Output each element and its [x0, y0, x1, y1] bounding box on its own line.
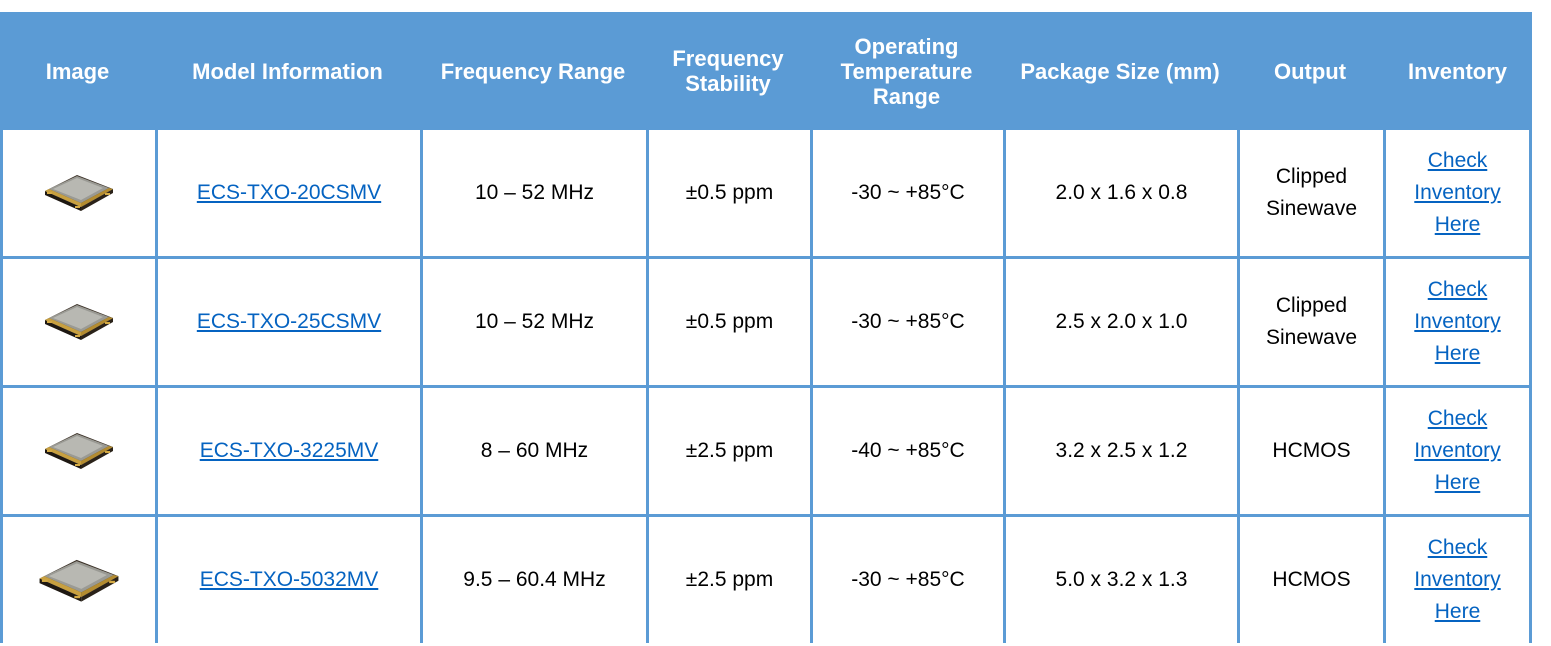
output-value: HCMOS: [1272, 568, 1351, 591]
crystal-oscillator-chip-icon: [31, 546, 127, 604]
output-cell: Clipped Sinewave: [1237, 259, 1383, 388]
model-link[interactable]: ECS-TXO-20CSMV: [196, 181, 382, 204]
header-operating-temperature-range: Operating Temperature Range: [810, 12, 1003, 130]
temperature-range-cell: -30 ~ +85°C: [810, 259, 1003, 388]
product-table: Image Model Information Frequency Range …: [0, 12, 1532, 643]
frequency-stability-cell: ±0.5 ppm: [646, 130, 810, 259]
frequency-range-cell: 10 – 52 MHz: [420, 259, 646, 388]
model-cell: ECS-TXO-5032MV: [155, 517, 420, 643]
model-link[interactable]: ECS-TXO-3225MV: [199, 439, 379, 462]
check-inventory-link[interactable]: Check Inventory Here: [1414, 278, 1501, 365]
output-value: Clipped Sinewave: [1265, 294, 1358, 349]
check-inventory-link[interactable]: Check Inventory Here: [1414, 536, 1501, 623]
output-value: Clipped Sinewave: [1265, 165, 1358, 220]
table-header-row: Image Model Information Frequency Range …: [0, 12, 1532, 130]
crystal-oscillator-chip-icon: [39, 421, 119, 471]
header-output: Output: [1237, 12, 1383, 130]
inventory-cell: Check Inventory Here: [1383, 517, 1532, 643]
model-link[interactable]: ECS-TXO-25CSMV: [196, 310, 382, 333]
frequency-range-cell: 8 – 60 MHz: [420, 388, 646, 517]
frequency-stability-cell: ±0.5 ppm: [646, 259, 810, 388]
header-image: Image: [0, 12, 155, 130]
inventory-cell: Check Inventory Here: [1383, 259, 1532, 388]
table-row: ECS-TXO-20CSMV 10 – 52 MHz ±0.5 ppm -30 …: [0, 130, 1532, 259]
package-size-cell: 3.2 x 2.5 x 1.2: [1003, 388, 1237, 517]
header-frequency-range: Frequency Range: [420, 12, 646, 130]
table-row: ECS-TXO-5032MV 9.5 – 60.4 MHz ±2.5 ppm -…: [0, 517, 1532, 643]
image-cell: [0, 388, 155, 517]
model-link[interactable]: ECS-TXO-5032MV: [199, 568, 379, 591]
header-inventory: Inventory: [1383, 12, 1532, 130]
output-value: HCMOS: [1272, 439, 1351, 462]
output-cell: HCMOS: [1237, 388, 1383, 517]
header-frequency-stability: Frequency Stability: [646, 12, 810, 130]
crystal-oscillator-chip-icon: [39, 163, 119, 213]
header-package-size: Package Size (mm): [1003, 12, 1237, 130]
image-cell: [0, 130, 155, 259]
crystal-oscillator-chip-icon: [39, 292, 119, 342]
temperature-range-cell: -40 ~ +85°C: [810, 388, 1003, 517]
package-size-cell: 2.5 x 2.0 x 1.0: [1003, 259, 1237, 388]
table-row: ECS-TXO-25CSMV 10 – 52 MHz ±0.5 ppm -30 …: [0, 259, 1532, 388]
temperature-range-cell: -30 ~ +85°C: [810, 517, 1003, 643]
model-cell: ECS-TXO-20CSMV: [155, 130, 420, 259]
model-cell: ECS-TXO-25CSMV: [155, 259, 420, 388]
model-cell: ECS-TXO-3225MV: [155, 388, 420, 517]
frequency-range-cell: 9.5 – 60.4 MHz: [420, 517, 646, 643]
package-size-cell: 5.0 x 3.2 x 1.3: [1003, 517, 1237, 643]
header-model-information: Model Information: [155, 12, 420, 130]
temperature-range-cell: -30 ~ +85°C: [810, 130, 1003, 259]
table-row: ECS-TXO-3225MV 8 – 60 MHz ±2.5 ppm -40 ~…: [0, 388, 1532, 517]
image-cell: [0, 517, 155, 643]
check-inventory-link[interactable]: Check Inventory Here: [1414, 149, 1501, 236]
check-inventory-link[interactable]: Check Inventory Here: [1414, 407, 1501, 494]
output-cell: Clipped Sinewave: [1237, 130, 1383, 259]
inventory-cell: Check Inventory Here: [1383, 130, 1532, 259]
output-cell: HCMOS: [1237, 517, 1383, 643]
package-size-cell: 2.0 x 1.6 x 0.8: [1003, 130, 1237, 259]
frequency-stability-cell: ±2.5 ppm: [646, 517, 810, 643]
image-cell: [0, 259, 155, 388]
inventory-cell: Check Inventory Here: [1383, 388, 1532, 517]
frequency-stability-cell: ±2.5 ppm: [646, 388, 810, 517]
frequency-range-cell: 10 – 52 MHz: [420, 130, 646, 259]
